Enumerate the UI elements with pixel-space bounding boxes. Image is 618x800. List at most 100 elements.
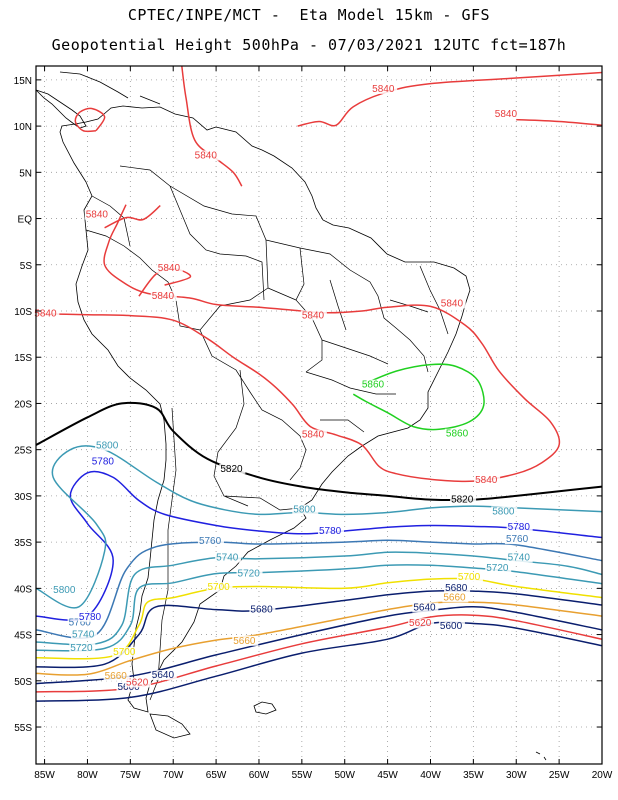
lon-tick-label: 25W (549, 770, 570, 781)
contour-label-5800: 5800 (293, 505, 316, 516)
contour-label-5840: 5840 (195, 150, 218, 161)
contour-5760 (35, 539, 603, 639)
contour-label-bg (506, 522, 533, 533)
lat-tick-label: 15S (14, 353, 32, 364)
tierra-del-fuego (149, 713, 191, 739)
contour-label-bg (249, 604, 276, 615)
contour-5780 (35, 470, 603, 621)
contour-label-bg (412, 602, 439, 613)
contour-label-bg (219, 463, 246, 474)
contour-5600 (35, 621, 603, 702)
contour-label-5780: 5780 (79, 612, 102, 623)
graticule (36, 66, 603, 764)
contour-label-5660: 5660 (233, 636, 256, 647)
contour-label-bg (444, 428, 471, 439)
contour-label-bg (67, 617, 94, 628)
contour-label-5620: 5620 (126, 677, 149, 688)
contour-label-bg (300, 429, 327, 440)
contour-label-bg (103, 670, 130, 681)
contour-label-5720: 5720 (238, 568, 261, 579)
contour-5840 (74, 107, 106, 133)
contour-label-5720: 5720 (486, 563, 509, 574)
contour-label-5840: 5840 (302, 310, 325, 321)
contour-label-5680: 5680 (250, 604, 273, 615)
lat-tick-label: 25S (14, 446, 32, 457)
contour-5660 (35, 601, 603, 676)
contour-5800 (35, 445, 603, 609)
contour-label-5640: 5640 (152, 670, 175, 681)
contour-label-bg (125, 677, 152, 688)
contour-label-5840: 5840 (475, 475, 498, 486)
contour-label-5760: 5760 (199, 536, 222, 547)
contour-label-bg (506, 552, 533, 563)
lat-tick-label: 10S (14, 307, 32, 318)
contour-label-5840: 5840 (302, 430, 325, 441)
contour-label-5840: 5840 (34, 309, 57, 320)
contour-label-5640: 5640 (413, 603, 436, 614)
lon-tick-label: 50W (334, 770, 355, 781)
contour-label-5740: 5740 (508, 553, 531, 564)
contour-5860 (352, 363, 485, 431)
contour-label-5740: 5740 (72, 629, 95, 640)
contour-label-5860: 5860 (362, 380, 385, 391)
contour-label-bg (444, 583, 471, 594)
contour-label-bg (318, 525, 344, 536)
lon-tick-label: 45W (377, 770, 398, 781)
contour-label-bg (150, 670, 177, 681)
contour-label-bg (300, 310, 327, 321)
lon-tick-label: 30W (506, 770, 527, 781)
contour-label-bg (193, 150, 220, 161)
lon-tick-label: 20W (592, 770, 613, 781)
falkland-islands (253, 701, 277, 715)
contour-label-5700: 5700 (458, 572, 481, 583)
south-america-coastline (59, 105, 471, 713)
contour-label-5620: 5620 (409, 618, 432, 629)
lat-tick-label: 55S (14, 723, 32, 734)
contour-label-5840: 5840 (86, 210, 109, 221)
lat-tick-label: 45S (14, 631, 32, 642)
contour-label-5600: 5600 (440, 621, 463, 632)
contour-label-5800: 5800 (53, 585, 76, 596)
lat-tick-label: EQ (18, 215, 33, 226)
contour-label-5800: 5800 (96, 441, 119, 452)
contour-label-5840: 5840 (152, 291, 175, 302)
contour-label-5660: 5660 (105, 671, 128, 682)
contour-label-5760: 5760 (506, 534, 529, 545)
contour-label-5780: 5780 (92, 456, 115, 467)
lon-tick-label: 65W (206, 770, 227, 781)
lon-tick-label: 60W (249, 770, 270, 781)
contour-label-bg (52, 584, 79, 595)
lat-tick-label: 40S (14, 584, 32, 595)
contour-label-bg (33, 308, 60, 319)
contour-label-bg (504, 534, 531, 545)
contour-label-5700: 5700 (113, 647, 136, 658)
contour-label-bg (156, 263, 183, 274)
contour-5840 (35, 204, 561, 483)
contour-label-bg (150, 290, 177, 301)
contour-5720 (35, 564, 603, 652)
central-america (35, 89, 87, 129)
contour-label-5860: 5860 (446, 429, 469, 440)
contour-label-5820: 5820 (451, 494, 474, 505)
axis-labels: 15N 10N 5N EQ 5S 10S 15S 20S 25S 30S 35S 40S 45S 50S 5… (14, 66, 613, 781)
contour-label-bg (474, 474, 501, 485)
contour-label-bg (491, 506, 518, 517)
contour-label-5740: 5740 (216, 553, 239, 564)
contour-label-bg (215, 552, 242, 563)
map-frame (35, 65, 603, 765)
lat-tick-label: 50S (14, 677, 32, 688)
contour-label-bg (69, 643, 96, 654)
lat-tick-label: 5N (19, 168, 32, 179)
contour-label-bg (236, 568, 263, 579)
contour-label-bg (71, 629, 98, 640)
contour-label-5840: 5840 (158, 263, 181, 274)
mid-atlantic-islands (535, 751, 547, 761)
contour-5680 (35, 589, 603, 669)
lat-tick-label: 5S (20, 261, 33, 272)
map-title-line-2: Geopotential Height 500hPa - 07/03/2021 … (51, 36, 567, 54)
contour-label-5780: 5780 (508, 522, 531, 533)
lat-tick-label: 15N (14, 76, 32, 87)
contour-label-bg (450, 494, 477, 505)
height-contours: 5600560056205620564056405660566056605680… (33, 65, 603, 702)
lon-tick-label: 55W (292, 770, 313, 781)
